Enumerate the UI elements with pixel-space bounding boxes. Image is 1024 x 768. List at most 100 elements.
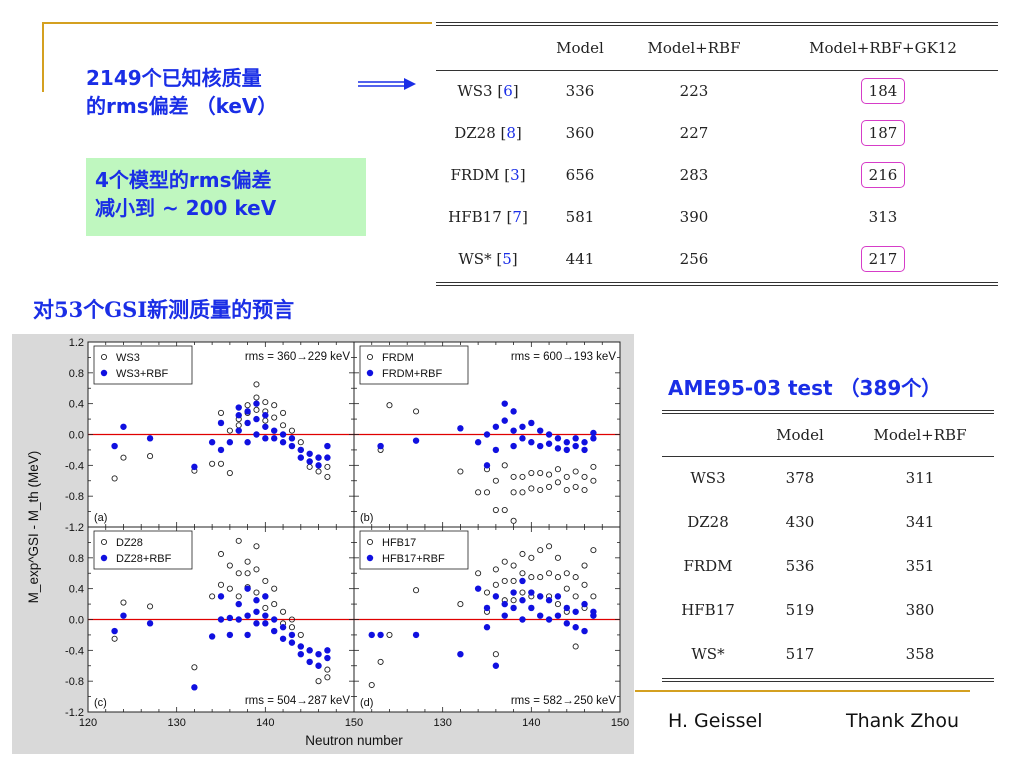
table2-bottom-rule bbox=[662, 678, 994, 682]
data-point-open bbox=[581, 486, 588, 494]
data-point-filled bbox=[244, 439, 251, 446]
data-point-open bbox=[271, 601, 278, 608]
data-point-filled bbox=[208, 439, 216, 446]
data-point-filled bbox=[492, 446, 500, 454]
data-point-open bbox=[537, 486, 544, 494]
data-point-filled bbox=[483, 462, 491, 469]
data-point-filled bbox=[324, 654, 331, 662]
data-point-filled bbox=[554, 445, 562, 452]
data-point-open bbox=[297, 439, 304, 446]
legend-label: FRDM+RBF bbox=[382, 368, 442, 380]
data-point-filled bbox=[510, 442, 517, 450]
x-axis-label: Neutron number bbox=[305, 733, 403, 748]
value-cell: 223 bbox=[679, 82, 709, 101]
model-cell: DZ28 [8] bbox=[454, 124, 522, 142]
data-point-open bbox=[368, 681, 375, 689]
data-point-filled bbox=[457, 650, 464, 658]
ref-link[interactable]: 7 bbox=[512, 208, 522, 226]
table1-bottom-rule bbox=[436, 282, 998, 286]
data-point-open bbox=[413, 587, 420, 594]
data-point-filled bbox=[315, 650, 322, 658]
data-point-filled bbox=[235, 600, 242, 608]
y-tick-label: 0.4 bbox=[69, 399, 84, 411]
ref-link[interactable]: 5 bbox=[502, 250, 512, 268]
legend-marker-filled bbox=[100, 554, 108, 562]
data-point-open bbox=[581, 473, 588, 480]
data-point-filled bbox=[208, 633, 216, 640]
data-point-filled bbox=[262, 612, 269, 619]
data-point-open bbox=[492, 566, 499, 573]
data-point-filled bbox=[528, 589, 535, 596]
table2-header: Model bbox=[776, 425, 824, 444]
data-point-open bbox=[262, 604, 269, 611]
data-point-open bbox=[253, 543, 260, 550]
data-point-open bbox=[572, 483, 579, 490]
highlight-box: 216 bbox=[860, 162, 906, 188]
table1-header: Model+RBF+GK12 bbox=[809, 38, 957, 57]
data-point-filled bbox=[581, 446, 588, 454]
table1-header: Model+RBF bbox=[647, 38, 741, 57]
data-point-filled bbox=[501, 417, 508, 424]
data-point-open bbox=[457, 601, 464, 608]
table1-header bbox=[436, 26, 540, 70]
data-point-filled bbox=[262, 620, 269, 627]
legend-marker-open bbox=[100, 353, 108, 361]
rms-annotation-line2: 的rms偏差 （keV） bbox=[86, 94, 278, 118]
ame-title: AME95-03 test （389个） bbox=[668, 376, 942, 400]
panel-label: (c) bbox=[94, 697, 107, 709]
model-cell: WS* bbox=[691, 645, 725, 663]
y-axis-label: M_exp^GSI - M_th (MeV) bbox=[26, 451, 41, 604]
data-point-open bbox=[510, 517, 517, 524]
data-point-open bbox=[510, 473, 517, 480]
data-point-open bbox=[226, 585, 233, 592]
data-point-open bbox=[209, 460, 216, 467]
y-tick-label: 0.8 bbox=[69, 553, 84, 565]
data-point-filled bbox=[235, 427, 242, 434]
data-point-open bbox=[519, 489, 526, 496]
data-point-open bbox=[554, 574, 561, 581]
data-point-filled bbox=[501, 400, 508, 407]
y-tick-label: -0.8 bbox=[65, 676, 84, 688]
data-point-open bbox=[510, 597, 517, 604]
data-point-open bbox=[546, 570, 553, 577]
data-point-filled bbox=[528, 419, 535, 427]
data-point-filled bbox=[271, 435, 278, 442]
data-point-filled bbox=[271, 627, 278, 635]
data-point-filled bbox=[510, 604, 517, 612]
data-point-open bbox=[120, 599, 127, 606]
legend-marker-filled bbox=[366, 554, 374, 562]
table1-container: Model Model+RBF Model+RBF+GK12 WS3 [6] 3… bbox=[436, 22, 998, 286]
ref-link[interactable]: 8 bbox=[506, 124, 516, 142]
reduction-box: 4个模型的rms偏差 减小到 ~ 200 keV bbox=[86, 158, 366, 236]
data-point-open bbox=[147, 453, 154, 460]
ref-link[interactable]: 6 bbox=[503, 82, 513, 101]
table2-top-rule bbox=[662, 410, 994, 414]
data-point-filled bbox=[528, 604, 535, 612]
table1-header: Model bbox=[556, 38, 604, 57]
data-point-filled bbox=[324, 647, 331, 654]
ref-link[interactable]: 3 bbox=[510, 166, 520, 184]
data-point-filled bbox=[572, 435, 579, 442]
table-row: FRDM [3] 656 283 216 bbox=[436, 154, 998, 196]
data-point-filled bbox=[279, 635, 287, 642]
data-point-open bbox=[581, 562, 588, 569]
data-point-filled bbox=[501, 612, 508, 619]
y-tick-label: 0.4 bbox=[69, 584, 84, 596]
data-point-open bbox=[492, 506, 499, 514]
data-point-open bbox=[209, 593, 216, 600]
model-cell: FRDM [3] bbox=[450, 166, 526, 184]
data-point-open bbox=[271, 402, 278, 409]
data-point-filled bbox=[590, 612, 597, 619]
value-cell: 581 bbox=[565, 208, 595, 226]
data-point-open bbox=[253, 381, 260, 388]
data-point-filled bbox=[563, 446, 570, 454]
data-point-open bbox=[510, 489, 517, 496]
data-point-filled bbox=[235, 616, 242, 623]
legend-box bbox=[93, 530, 193, 570]
data-point-open bbox=[271, 585, 278, 592]
legend-box bbox=[359, 530, 469, 570]
left-gold-line bbox=[42, 22, 44, 92]
data-point-open bbox=[253, 589, 260, 596]
table-row: WS* [5] 441 256 217 bbox=[436, 238, 998, 280]
value-cell: 380 bbox=[905, 601, 935, 619]
